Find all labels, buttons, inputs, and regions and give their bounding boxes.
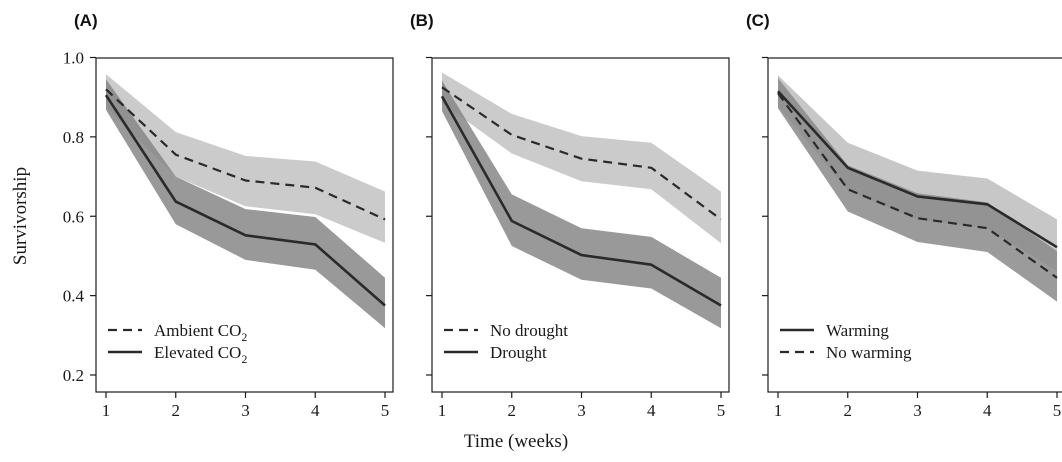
x-tick-label: 4 <box>647 401 656 420</box>
legend: Warming No warming <box>780 321 912 362</box>
x-tick-label: 3 <box>913 401 922 420</box>
panel-label: (C) <box>746 11 770 30</box>
series-line-dashed <box>105 88 386 221</box>
x-tick-label: 5 <box>717 401 726 420</box>
series-line-dashed <box>777 92 1058 279</box>
legend-label: Elevated CO2 <box>154 343 247 366</box>
panel-b: (B) 1 2 3 4 5 No drought Drought <box>410 11 730 420</box>
y-tick-label: 0.6 <box>63 207 84 226</box>
x-tick-label: 5 <box>1053 401 1062 420</box>
panel-c: (C) 1 2 3 4 5 Warming No warming <box>746 11 1062 420</box>
x-tick-label: 2 <box>844 401 853 420</box>
x-tick-label: 3 <box>241 401 250 420</box>
legend: No drought Drought <box>444 321 568 362</box>
x-tick-label: 5 <box>381 401 390 420</box>
plot-frame <box>95 57 394 393</box>
y-tick-label: 0.4 <box>63 287 85 306</box>
series-line-solid <box>777 90 1058 249</box>
x-tick-label: 2 <box>508 401 517 420</box>
x-tick-label: 1 <box>438 401 447 420</box>
x-tick-label: 1 <box>774 401 783 420</box>
x-tick-label: 2 <box>172 401 181 420</box>
series-line-dashed <box>441 86 722 221</box>
ci-band-dashed-series <box>106 74 385 243</box>
y-tick-label: 1.0 <box>63 49 84 68</box>
panel-label: (B) <box>410 11 434 30</box>
series-line-solid <box>440 95 722 307</box>
y-tick-label: 0.2 <box>63 366 84 385</box>
plot-frame <box>431 57 730 393</box>
legend-label: No drought <box>490 321 568 340</box>
y-tick-label: 0.8 <box>63 128 84 147</box>
ci-band-solid-series <box>106 79 385 329</box>
plot-area <box>777 75 1058 302</box>
series-line-solid <box>104 94 386 307</box>
legend-label: Drought <box>490 343 547 362</box>
x-tick-label: 3 <box>577 401 586 420</box>
legend-label: No warming <box>826 343 912 362</box>
x-tick-label: 1 <box>102 401 111 420</box>
x-tick-label: 4 <box>311 401 320 420</box>
plot-frame <box>767 57 1062 393</box>
plot-area <box>440 72 722 329</box>
x-axis-title: Time (weeks) <box>464 431 568 452</box>
x-tick-label: 4 <box>983 401 992 420</box>
legend-label: Ambient CO2 <box>154 321 247 344</box>
panel-a: (A) 0.2 0.4 0.6 0.8 1.0 1 2 3 4 5 Ambient CO2Elevat… <box>63 11 394 420</box>
ci-band-dashed-series <box>778 78 1057 302</box>
y-axis-title: Survivorship <box>10 167 31 265</box>
panel-label: (A) <box>74 11 98 30</box>
plot-area <box>104 74 386 329</box>
legend-label: Warming <box>826 321 889 340</box>
ci-band-solid-series <box>442 80 721 329</box>
